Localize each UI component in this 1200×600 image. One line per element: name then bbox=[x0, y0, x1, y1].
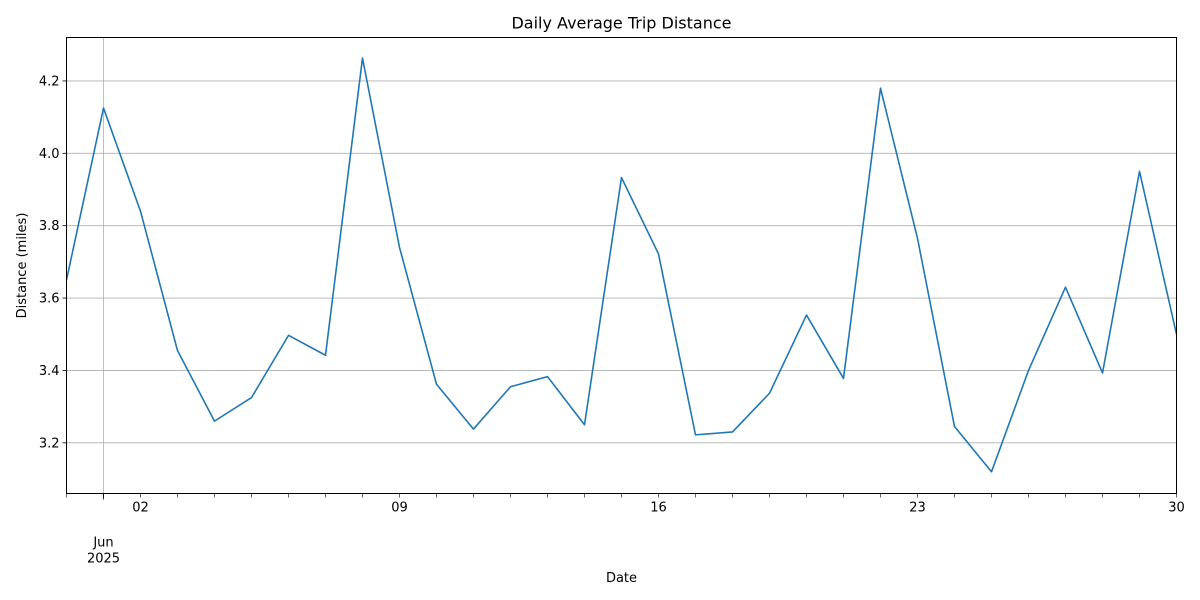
x-axis-title: Date bbox=[606, 571, 637, 586]
x-tick-label: 16 bbox=[650, 501, 667, 516]
y-tick-label: 4.0 bbox=[39, 147, 60, 162]
y-tick-label: 3.8 bbox=[39, 219, 60, 234]
x-month-label: Jun bbox=[92, 536, 113, 551]
x-tick-label: 02 bbox=[132, 501, 149, 516]
y-axis-title: Distance (miles) bbox=[15, 213, 30, 319]
x-tick-label: 23 bbox=[909, 501, 926, 516]
y-tick-label: 4.2 bbox=[39, 74, 60, 89]
x-tick-label: 09 bbox=[391, 501, 408, 516]
y-tick-label: 3.4 bbox=[39, 364, 60, 379]
series-layer bbox=[65, 57, 1178, 473]
x-year-label: 2025 bbox=[87, 552, 120, 567]
series-line bbox=[65, 57, 1178, 473]
y-tick-label: 3.6 bbox=[39, 292, 60, 307]
x-tick-label: 30 bbox=[1168, 501, 1185, 516]
chart-title: Daily Average Trip Distance bbox=[511, 14, 731, 33]
plot-frame bbox=[66, 37, 1177, 494]
y-tick-label: 3.2 bbox=[39, 436, 60, 451]
grid-layer bbox=[66, 37, 1177, 494]
